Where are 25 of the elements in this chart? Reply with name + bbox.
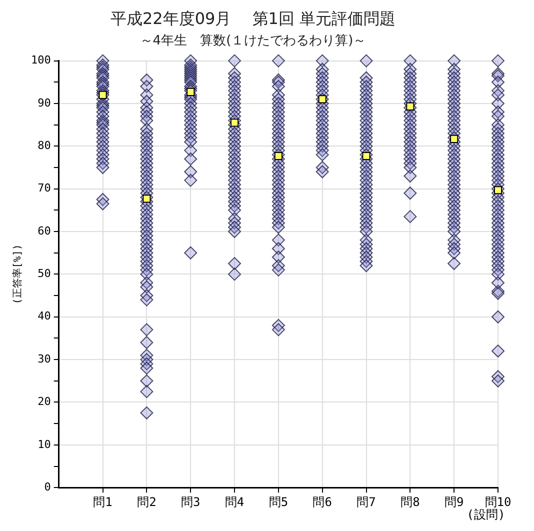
y-tick-label: 40 [38,310,51,323]
x-tick-label: 問3 [180,494,200,509]
x-tick-label: 問2 [137,494,156,509]
y-tick-label: 10 [38,438,51,451]
x-tick-label: 問6 [312,494,332,509]
y-tick-label: 50 [38,267,51,280]
y-tick-label: 0 [44,480,51,494]
x-tick-label: 問7 [356,494,376,509]
y-axis-title: (正答率[%]) [12,244,24,304]
x-tick-label: 問8 [400,494,420,509]
x-tick-label: 問1 [93,494,112,509]
chart-title: 平成22年度09月 第1回 単元評価問題 [110,8,396,28]
y-tick-label: 30 [38,352,51,366]
y-tick-label: 20 [38,395,51,408]
y-tick-label: 100 [30,54,51,67]
x-tick-label: 問5 [268,494,288,509]
chart-subtitle: ～4年生 算数(１けたでわるわり算)～ [140,33,366,48]
y-tick-label: 70 [38,182,51,195]
x-tick-label: 問4 [224,494,244,509]
x-axis-title: (設問) [466,508,506,522]
x-tick-label: 問10 [484,494,512,509]
x-tick-label: 問9 [444,494,464,509]
y-tick-label: 60 [38,224,51,238]
y-tick-label: 80 [38,139,51,152]
y-tick-label: 90 [38,96,51,110]
